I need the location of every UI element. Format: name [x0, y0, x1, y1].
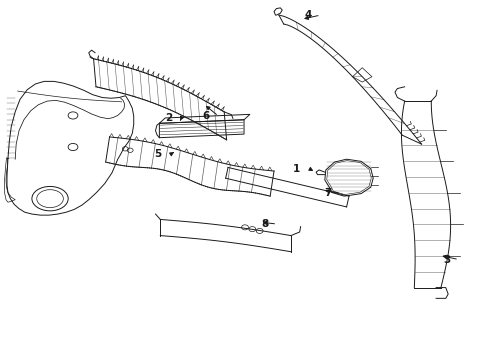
- Text: 1: 1: [293, 163, 300, 174]
- Polygon shape: [325, 159, 373, 196]
- Ellipse shape: [37, 190, 63, 208]
- Text: 8: 8: [261, 219, 269, 229]
- Ellipse shape: [32, 186, 68, 211]
- Text: 7: 7: [324, 188, 332, 198]
- Polygon shape: [7, 81, 134, 215]
- Text: 5: 5: [155, 149, 162, 159]
- Text: 6: 6: [202, 111, 210, 121]
- Polygon shape: [106, 137, 274, 196]
- Polygon shape: [401, 101, 451, 288]
- Polygon shape: [279, 15, 421, 144]
- Text: 2: 2: [166, 113, 172, 123]
- Text: 4: 4: [305, 10, 312, 20]
- Text: 3: 3: [443, 255, 450, 265]
